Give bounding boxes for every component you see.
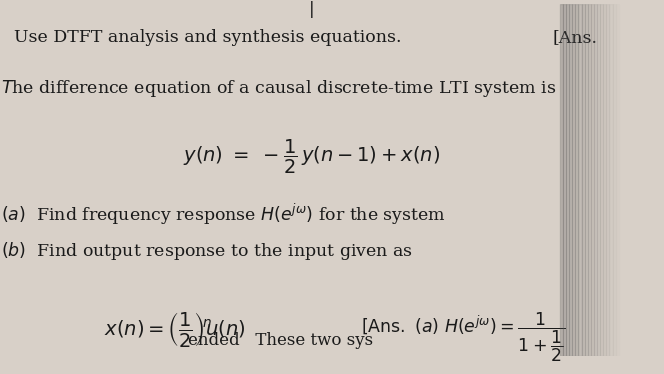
Bar [594,4,597,356]
Text: Use DTFT analysis and synthesis equations.: Use DTFT analysis and synthesis equation… [14,29,401,46]
Bar [610,4,613,356]
Text: ended   These two sys: ended These two sys [187,332,373,349]
Text: [Ans.: [Ans. [552,29,597,46]
Bar [575,4,578,356]
Bar [616,4,619,356]
Bar [600,4,604,356]
Bar [604,4,606,356]
Bar [569,4,572,356]
Bar [572,4,575,356]
Bar [563,4,566,356]
Bar [585,4,588,356]
Text: $x(n) = \left(\dfrac{1}{2}\right)^{\!n}\!\!u(n)$: $x(n) = \left(\dfrac{1}{2}\right)^{\!n}\… [104,310,246,349]
Bar [578,4,582,356]
Bar [619,4,622,356]
Bar [566,4,569,356]
Text: $\mathit{T}$he difference equation of a causal discrete-time LTI system is: $\mathit{T}$he difference equation of a … [1,78,556,99]
Bar [591,4,594,356]
Text: |: | [309,1,315,18]
Bar [613,4,616,356]
Bar [597,4,600,356]
Bar [588,4,591,356]
Text: $y(n)\ =\ -\dfrac{1}{2}\,y(n-1) + x(n)$: $y(n)\ =\ -\dfrac{1}{2}\,y(n-1) + x(n)$ [183,138,440,176]
Text: $\mathrm{[Ans.}\ (a)\ H(e^{j\omega}) = \dfrac{1}{1+\dfrac{1}{2}}$: $\mathrm{[Ans.}\ (a)\ H(e^{j\omega}) = \… [361,310,566,364]
Bar [582,4,585,356]
Text: $(b)$  Find output response to the input given as: $(b)$ Find output response to the input … [1,240,414,262]
Bar [560,4,563,356]
Bar [606,4,610,356]
Text: $(a)$  Find frequency response $H(e^{j\omega})$ for the system: $(a)$ Find frequency response $H(e^{j\om… [1,201,446,227]
